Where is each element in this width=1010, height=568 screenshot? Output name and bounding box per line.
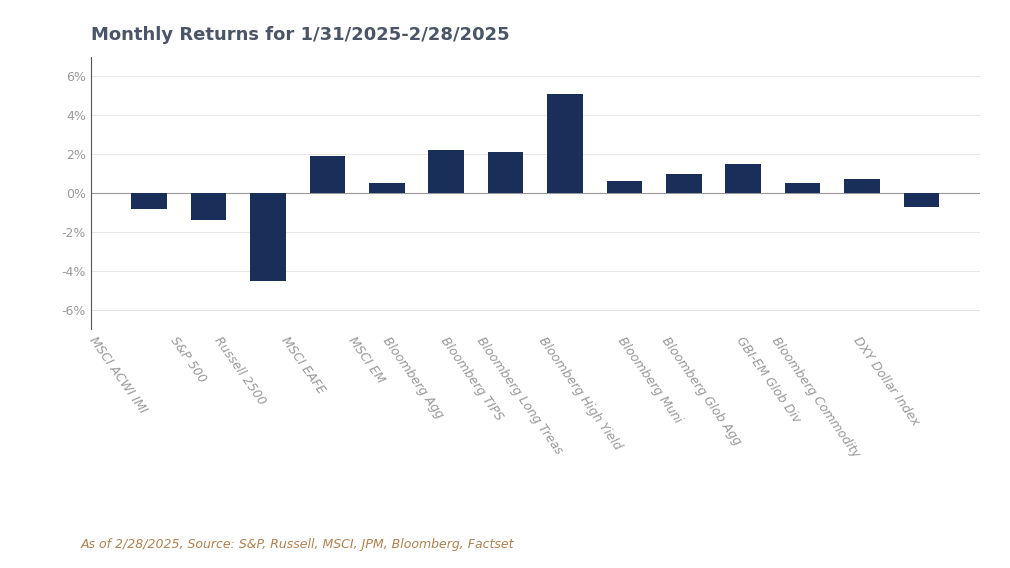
Bar: [488, 152, 523, 193]
Bar: [547, 94, 583, 193]
Bar: [191, 193, 226, 220]
Bar: [131, 193, 167, 208]
Bar: [844, 179, 880, 193]
Bar: [428, 151, 464, 193]
Bar: [725, 164, 762, 193]
Bar: [904, 193, 939, 207]
Bar: [666, 174, 702, 193]
Text: Monthly Returns for 1/31/2025-2/28/2025: Monthly Returns for 1/31/2025-2/28/2025: [91, 26, 509, 44]
Bar: [250, 193, 286, 281]
Bar: [785, 183, 820, 193]
Text: As of 2/28/2025, Source: S&P, Russell, MSCI, JPM, Bloomberg, Factset: As of 2/28/2025, Source: S&P, Russell, M…: [81, 538, 514, 551]
Bar: [369, 183, 405, 193]
Bar: [607, 181, 642, 193]
Bar: [309, 156, 345, 193]
